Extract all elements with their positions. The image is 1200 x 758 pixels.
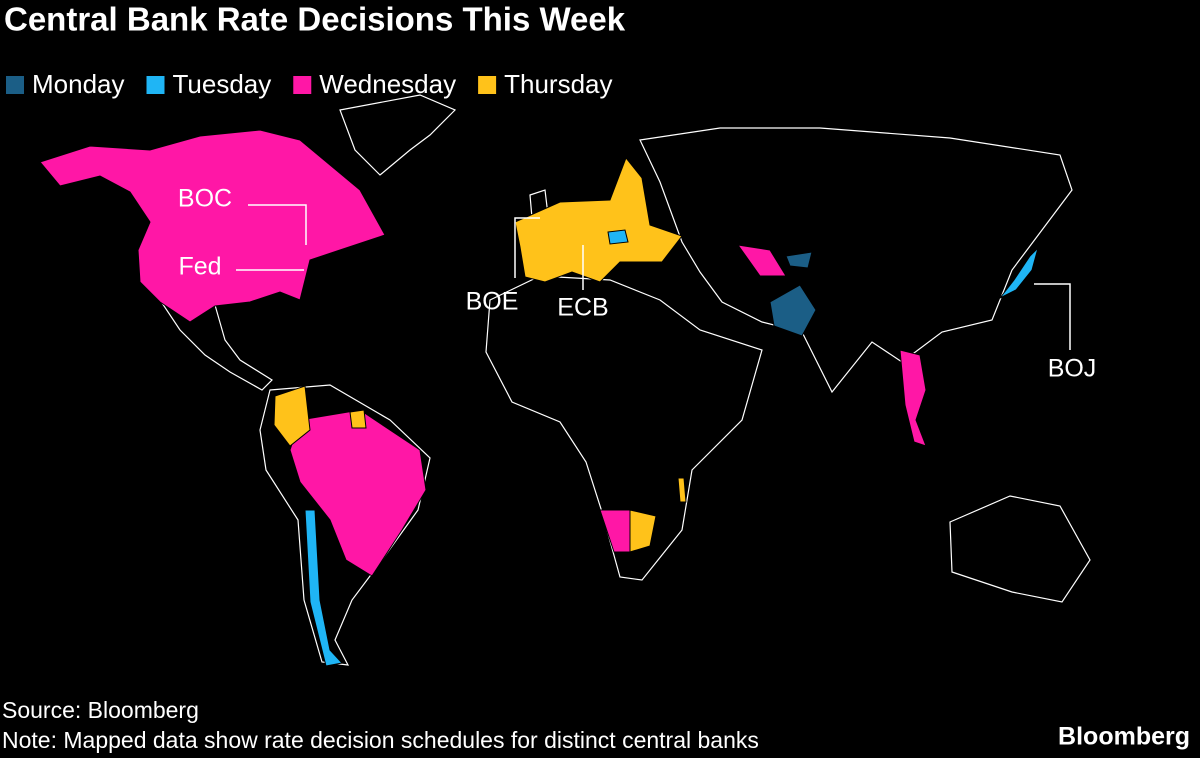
africa bbox=[485, 275, 763, 581]
suriname bbox=[349, 409, 367, 429]
malawi bbox=[677, 477, 687, 503]
north-america bbox=[39, 129, 386, 323]
asia bbox=[639, 127, 1073, 394]
map-label: BOE bbox=[466, 288, 519, 316]
kyrgyzstan bbox=[785, 251, 813, 269]
boc-leader bbox=[248, 204, 307, 245]
source: Source: Bloomberg bbox=[2, 697, 199, 723]
colombia bbox=[273, 385, 311, 447]
pakistan bbox=[769, 284, 817, 337]
legend-label: Wednesday bbox=[319, 69, 456, 99]
map-label: BOJ bbox=[1048, 355, 1097, 383]
note: Note: Mapped data show rate decision sch… bbox=[2, 727, 759, 753]
japan bbox=[999, 246, 1039, 299]
australia bbox=[949, 495, 1091, 603]
europe bbox=[514, 157, 683, 283]
legend-label: Thursday bbox=[504, 69, 612, 99]
title: Central Bank Rate Decisions This Week bbox=[4, 1, 626, 38]
logo: Bloomberg bbox=[1058, 723, 1190, 751]
map-label: Fed bbox=[178, 253, 221, 281]
south-america bbox=[259, 384, 431, 666]
uzbekistan bbox=[736, 244, 787, 277]
legend-swatch bbox=[293, 76, 312, 94]
legend-swatch bbox=[478, 76, 497, 94]
map-label: BOC bbox=[178, 185, 232, 213]
boe-leader bbox=[514, 217, 540, 278]
legend-swatch bbox=[6, 76, 24, 94]
central-america bbox=[158, 299, 273, 391]
thailand bbox=[899, 349, 927, 447]
brazil bbox=[289, 409, 427, 577]
greenland bbox=[339, 94, 457, 176]
botswana bbox=[629, 509, 657, 553]
hungary bbox=[607, 229, 629, 245]
map-label: ECB bbox=[557, 294, 608, 322]
legend-label: Monday bbox=[32, 69, 125, 99]
chile bbox=[304, 509, 343, 667]
legend: Monday Tuesday Wednesday Thursday bbox=[6, 69, 613, 99]
boj-leader bbox=[1034, 283, 1071, 350]
legend-swatch bbox=[146, 76, 165, 94]
world-map bbox=[39, 94, 1091, 667]
legend-label: Tuesday bbox=[173, 69, 272, 99]
